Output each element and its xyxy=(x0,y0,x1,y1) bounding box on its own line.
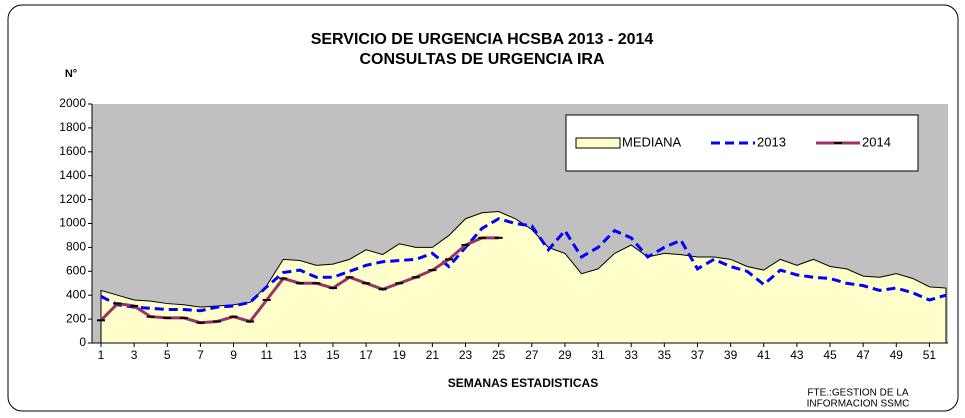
chart-title: SERVICIO DE URGENCIA HCSBA 2013 - 2014 xyxy=(311,31,654,48)
series-line xyxy=(100,217,947,313)
legend-swatch xyxy=(575,137,621,149)
x-tick-label: 47 xyxy=(856,348,870,362)
x-tick-label: 49 xyxy=(890,348,904,362)
x-tick-label: 7 xyxy=(197,348,204,362)
y-tick-label: 0 xyxy=(79,335,86,349)
x-tick-label: 3 xyxy=(131,348,138,362)
x-tick-label: 35 xyxy=(658,348,672,362)
y-tick-label: 1000 xyxy=(59,216,86,230)
legend-label: MEDIANA xyxy=(622,134,682,149)
y-axis-label: N° xyxy=(65,68,77,80)
y-tick-label: 400 xyxy=(66,287,86,301)
x-axis-label: SEMANAS ESTADISTICAS xyxy=(448,376,598,390)
y-tick-label: 1400 xyxy=(59,168,86,182)
y-tick-label: 800 xyxy=(66,240,86,254)
x-tick-label: 41 xyxy=(757,348,771,362)
x-tick-label: 25 xyxy=(492,348,506,362)
y-tick-label: 1200 xyxy=(59,192,86,206)
x-tick-label: 37 xyxy=(691,348,705,362)
y-tick-label: 600 xyxy=(66,263,86,277)
x-tick-label: 1 xyxy=(98,348,105,362)
x-tick-label: 31 xyxy=(591,348,605,362)
x-tick-label: 23 xyxy=(459,348,473,362)
x-tick-label: 5 xyxy=(164,348,171,362)
x-tick-label: 15 xyxy=(326,348,340,362)
x-tick-label: 39 xyxy=(724,348,738,362)
x-tick-label: 29 xyxy=(558,348,572,362)
legend-label: 2013 xyxy=(757,134,786,149)
x-tick-label: 51 xyxy=(923,348,937,362)
x-tick-label: 11 xyxy=(260,348,273,362)
x-tick-label: 13 xyxy=(293,348,307,362)
x-tick-label: 9 xyxy=(230,348,237,362)
y-tick-label: 2000 xyxy=(59,96,86,110)
y-tick-label: 1800 xyxy=(59,120,86,134)
chart-subtitle: CONSULTAS DE URGENCIA IRA xyxy=(359,51,604,68)
x-tick-label: 21 xyxy=(426,348,440,362)
x-tick-label: 27 xyxy=(525,348,539,362)
x-tick-label: 45 xyxy=(823,348,837,362)
x-tick-label: 33 xyxy=(625,348,639,362)
median-area xyxy=(100,211,947,344)
source-note: FTE.:GESTION DE LA xyxy=(807,388,908,399)
y-tick-label: 1600 xyxy=(59,144,86,158)
x-tick-label: 17 xyxy=(359,348,373,362)
y-tick-label: 200 xyxy=(66,311,86,325)
legend-label: 2014 xyxy=(862,134,891,149)
x-tick-label: 43 xyxy=(790,348,804,362)
x-tick-label: 19 xyxy=(393,348,407,362)
source-note: INFORMACION SSMC xyxy=(807,399,910,410)
